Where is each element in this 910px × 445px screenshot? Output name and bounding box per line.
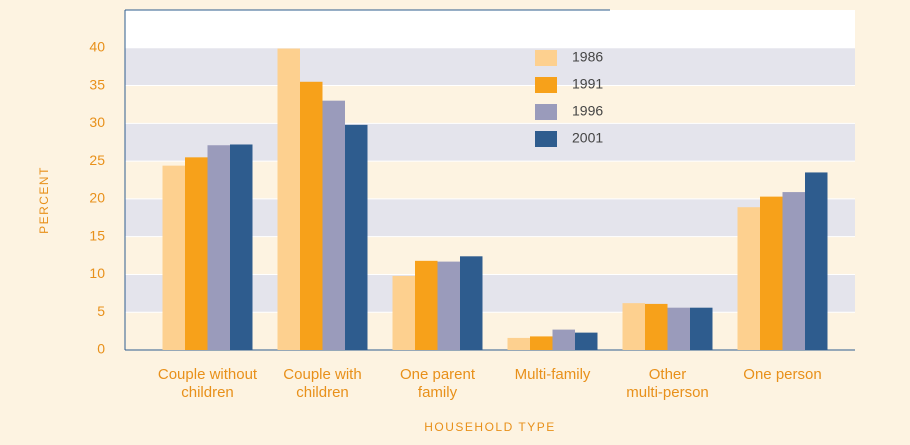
- y-tick-label: 10: [89, 265, 105, 281]
- bar: [322, 100, 345, 351]
- bar: [460, 256, 483, 350]
- bar: [230, 144, 253, 350]
- legend-label: 1986: [572, 49, 603, 65]
- bar: [277, 48, 300, 351]
- grid-band: [125, 10, 855, 48]
- bar: [782, 192, 805, 350]
- legend-swatch: [535, 77, 557, 93]
- bar: [552, 329, 575, 350]
- bar: [207, 145, 230, 350]
- bar: [415, 260, 438, 350]
- x-tick-label: One parent family: [399, 366, 476, 401]
- bar: [507, 337, 530, 350]
- y-axis-title: PERCENT: [37, 166, 51, 234]
- x-tick-label: Multi-family: [514, 366, 591, 383]
- bar: [690, 307, 713, 350]
- legend-label: 1991: [572, 76, 603, 92]
- y-tick-label: 25: [89, 152, 105, 168]
- x-tick-label: Couple without children: [157, 366, 258, 401]
- bar: [437, 261, 460, 350]
- legend-label: 2001: [572, 130, 603, 146]
- legend-swatch: [535, 104, 557, 120]
- bar: [622, 303, 645, 350]
- bar: [645, 303, 668, 350]
- y-tick-label: 20: [89, 190, 105, 206]
- bar: [392, 275, 415, 350]
- bar: [760, 196, 783, 350]
- legend-label: 1996: [572, 103, 603, 119]
- bar: [162, 165, 185, 350]
- bar: [575, 332, 598, 350]
- bar: [530, 336, 553, 350]
- x-axis-title: HOUSEHOLD TYPE: [424, 420, 555, 434]
- bar: [805, 172, 828, 350]
- legend-swatch: [535, 131, 557, 147]
- grid-band: [125, 47, 855, 86]
- bar: [300, 81, 323, 351]
- bar: [667, 307, 690, 350]
- legend-swatch: [535, 50, 557, 66]
- y-tick-label: 0: [97, 341, 105, 357]
- y-tick-label: 40: [89, 38, 105, 54]
- bar: [185, 157, 208, 350]
- y-tick-label: 30: [89, 114, 105, 130]
- bar: [345, 124, 368, 350]
- x-tick-label: Couple with children: [283, 366, 362, 401]
- y-tick-label: 5: [97, 303, 105, 319]
- y-tick-label: 35: [89, 76, 105, 92]
- bar: [737, 207, 760, 350]
- y-tick-label: 15: [89, 227, 105, 243]
- x-tick-label: Other multi-person: [626, 366, 709, 401]
- x-tick-label: One person: [743, 366, 822, 383]
